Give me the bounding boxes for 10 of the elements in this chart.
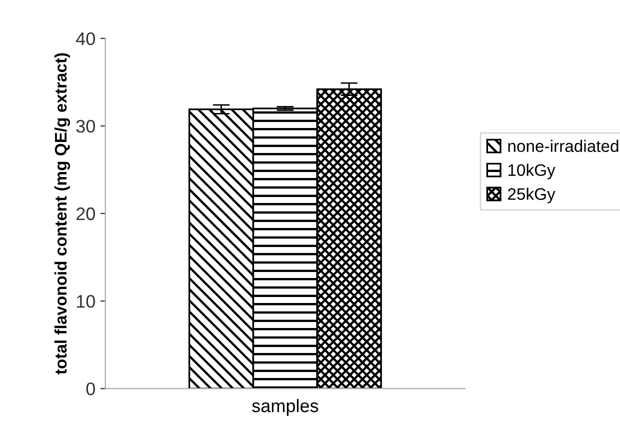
y-tick-label: 40 [76, 32, 95, 46]
legend-label: 10kGy [508, 164, 556, 180]
legend-label: none-irradiated [508, 140, 618, 152]
legend-label: 25kGy [508, 188, 556, 204]
x-axis-title: samples [252, 398, 318, 416]
y-tick-label: 20 [76, 207, 95, 220]
y-tick-label: 0 [86, 382, 95, 396]
y-tick-label: 10 [76, 294, 95, 308]
y-axis-title: total flavonoid content (mg QE/g extract) [54, 53, 70, 374]
y-tick-label: 30 [76, 120, 95, 133]
